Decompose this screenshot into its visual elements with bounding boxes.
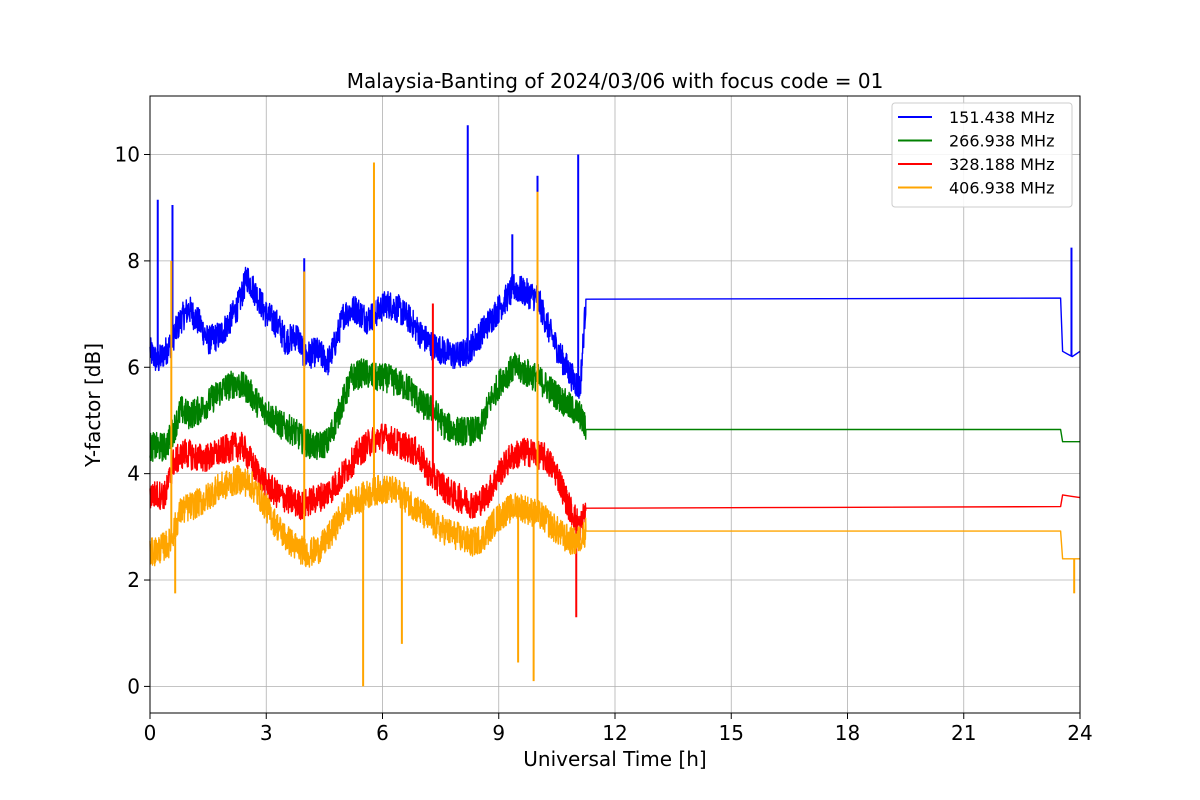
series-line-2 — [149, 423, 1081, 541]
x-tick-label: 15 — [719, 721, 744, 745]
chart-title: Malaysia-Banting of 2024/03/06 with focu… — [347, 69, 884, 93]
series-line-1 — [149, 352, 1080, 462]
legend-entry: 151.438 MHz — [949, 108, 1054, 127]
legend-entry: 328.188 MHz — [949, 155, 1054, 174]
x-tick-label: 9 — [492, 721, 505, 745]
series-line-0 — [149, 266, 1081, 399]
y-tick-label: 0 — [127, 674, 140, 698]
legend-entry: 406.938 MHz — [949, 179, 1054, 198]
legend: 151.438 MHz 266.938 MHz 328.188 MHz 406.938… — [891, 102, 1073, 208]
series-layer — [149, 125, 1081, 687]
x-tick-label: 6 — [376, 721, 389, 745]
legend-box — [891, 102, 1073, 208]
x-tick-label: 21 — [951, 721, 976, 745]
y-tick-label: 6 — [127, 355, 140, 379]
x-tick-label: 0 — [144, 721, 157, 745]
x-tick-label: 12 — [602, 721, 627, 745]
x-axis-label: Universal Time [h] — [523, 747, 706, 771]
y-tick-label: 4 — [127, 462, 140, 486]
x-tick-label: 3 — [260, 721, 273, 745]
series-line-3 — [149, 464, 1080, 568]
y-tick-label: 8 — [127, 249, 140, 273]
x-tick-label: 24 — [1067, 721, 1092, 745]
y-tick-label: 2 — [127, 568, 140, 592]
x-tick-label: 18 — [835, 721, 860, 745]
legend-entry: 266.938 MHz — [949, 132, 1054, 151]
y-tick-label: 10 — [115, 143, 140, 167]
y-axis-label: Y-factor [dB] — [81, 343, 105, 468]
